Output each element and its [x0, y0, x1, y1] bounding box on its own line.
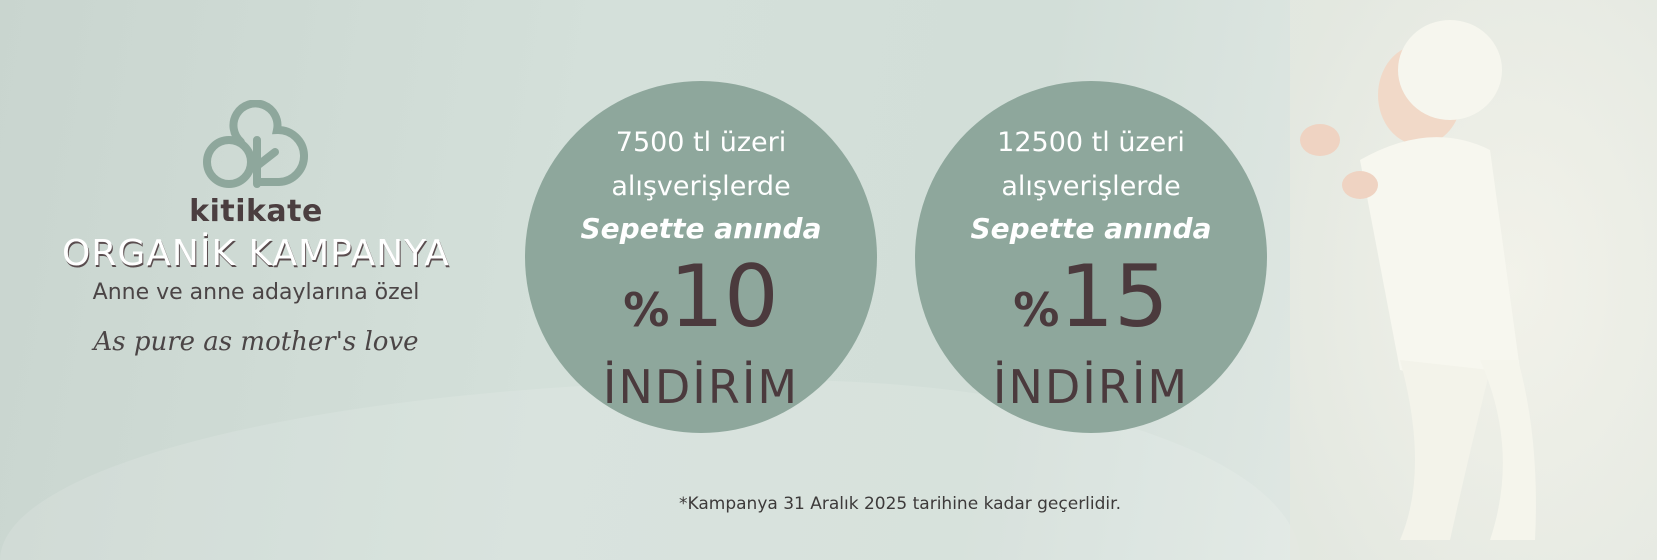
percent-symbol: %: [1013, 283, 1060, 337]
offer-note: Sepette anında: [580, 212, 822, 245]
brand-block: kitikate ORGANİK KAMPANYA Anne ve anne a…: [40, 100, 472, 357]
offer-condition: alışverişlerde: [611, 171, 791, 202]
campaign-subline: Anne ve anne adaylarına özel: [92, 280, 420, 305]
kitikate-logo-icon: [203, 100, 308, 188]
percent-symbol: %: [623, 283, 670, 337]
offer-percent: %15: [915, 254, 1267, 361]
offer-threshold: 12500 tl üzeri: [997, 127, 1185, 158]
campaign-headline: ORGANİK KAMPANYA: [62, 233, 450, 274]
offer-circle-10: 7500 tl üzeri alışverişlerde Sepette anı…: [525, 81, 877, 433]
baby-photo: [1290, 0, 1657, 560]
offer-percent: %10: [525, 254, 877, 361]
offer-threshold: 7500 tl üzeri: [615, 127, 787, 158]
percent-value: 15: [1059, 247, 1169, 347]
offer-label: İNDİRİM: [602, 360, 800, 414]
campaign-footnote: *Kampanya 31 Aralık 2025 tarihine kadar …: [679, 494, 1121, 514]
brand-wordmark: kitikate: [189, 194, 323, 229]
offer-label: İNDİRİM: [992, 360, 1190, 414]
percent-value: 10: [669, 247, 779, 347]
offer-note: Sepette anında: [970, 212, 1212, 245]
offer-condition: alışverişlerde: [1001, 171, 1181, 202]
offer-circle-15: 12500 tl üzeri alışverişlerde Sepette an…: [915, 81, 1267, 433]
brand-tagline: As pure as mother's love: [93, 327, 419, 357]
